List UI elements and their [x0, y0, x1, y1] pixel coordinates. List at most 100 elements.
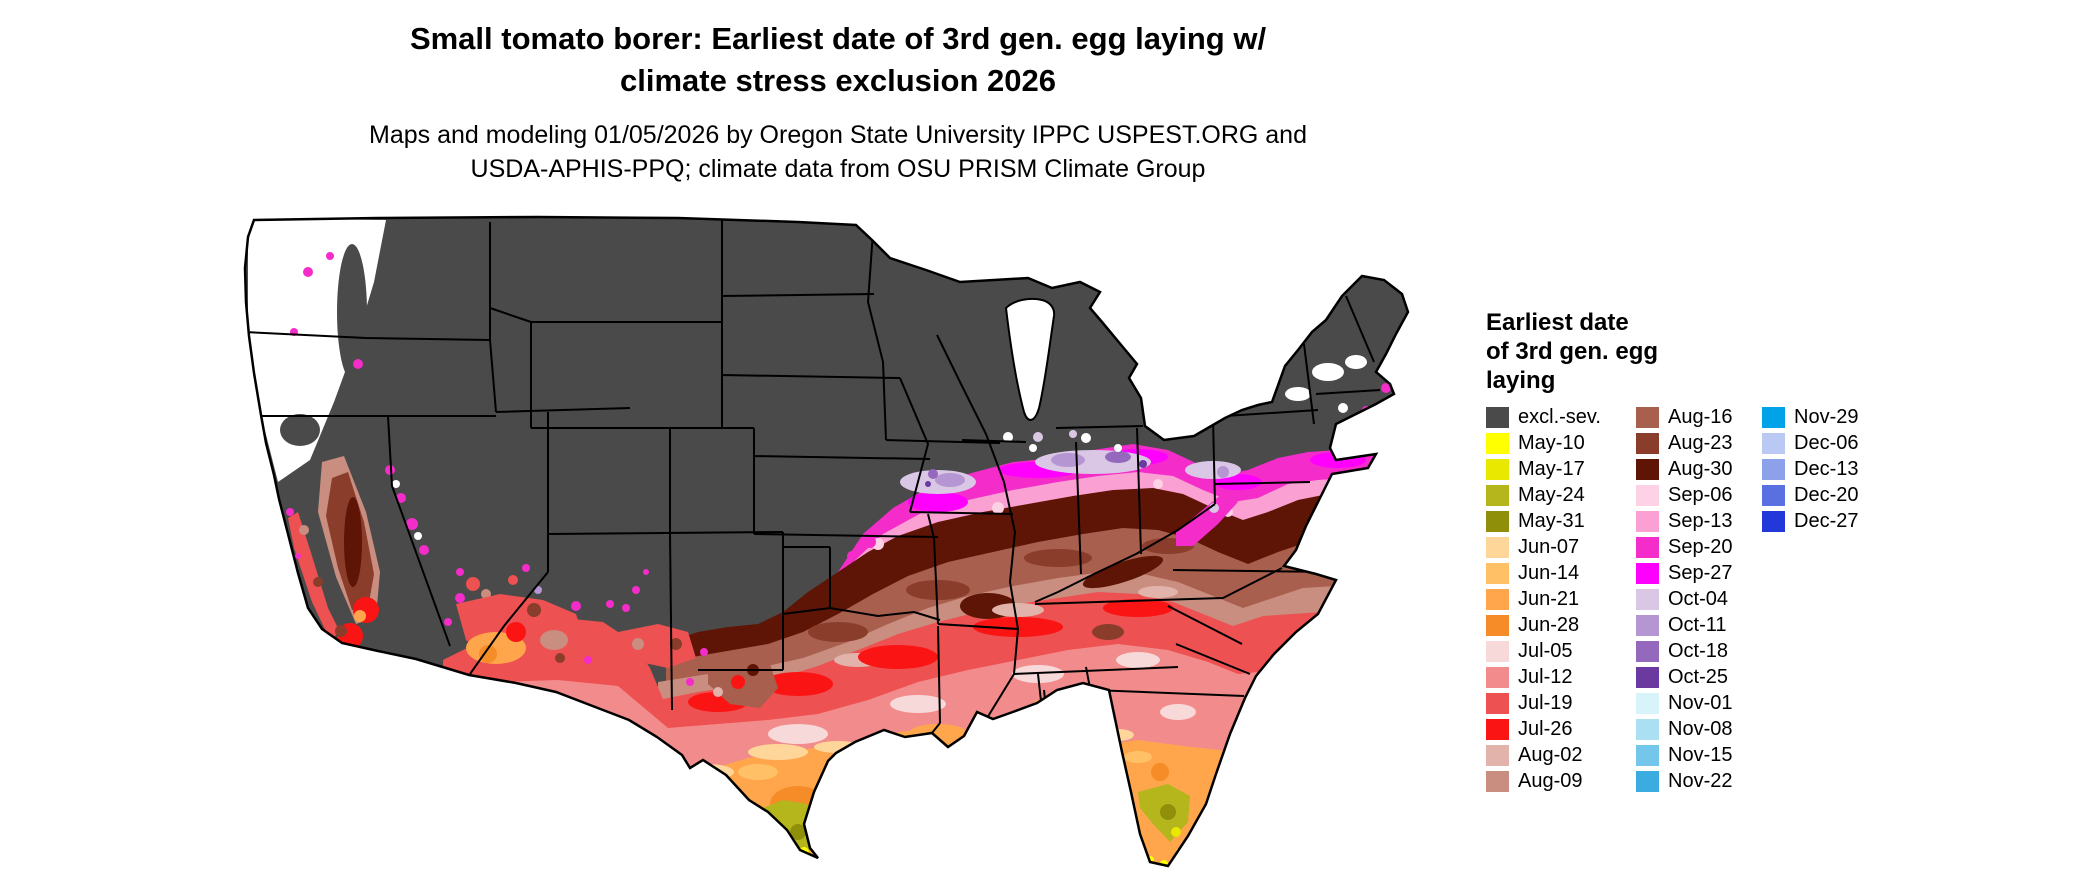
legend-title: Earliest date of 3rd gen. egg laying — [1486, 308, 1658, 395]
legend-entry: Jul-12 — [1486, 664, 1636, 690]
legend-swatch — [1486, 406, 1509, 428]
legend-label: Jun-28 — [1518, 613, 1580, 636]
us-outline — [243, 215, 1410, 868]
subtitle-line-2: USDA-APHIS-PPQ; climate data from OSU PR… — [470, 155, 1206, 183]
legend-label: Nov-22 — [1668, 769, 1733, 792]
legend-title-line-3: laying — [1486, 367, 1556, 394]
legend-entry: May-10 — [1486, 430, 1636, 456]
legend-swatch — [1636, 458, 1659, 480]
legend-column-2: Aug-16 Aug-23 Aug-30 Sep-06 Sep-13 Sep-20 Sep-… — [1636, 404, 1762, 794]
lake-michigan — [1004, 297, 1056, 421]
title-line-2: climate stress exclusion 2026 — [620, 63, 1056, 98]
legend-entry: May-17 — [1486, 456, 1636, 482]
legend-label: Sep-27 — [1668, 561, 1733, 584]
legend-entry: Jul-19 — [1486, 690, 1636, 716]
legend-swatch — [1636, 406, 1659, 428]
legend-swatch — [1762, 432, 1785, 454]
legend-swatch — [1486, 484, 1509, 506]
legend-label: Dec-13 — [1794, 457, 1859, 480]
legend-label: Oct-11 — [1668, 613, 1727, 636]
legend-label: Oct-25 — [1668, 665, 1729, 688]
legend-entry: Oct-25 — [1636, 664, 1762, 690]
legend-swatch — [1486, 744, 1509, 766]
legend-entry: Jun-14 — [1486, 560, 1636, 586]
legend-label: Oct-04 — [1668, 587, 1729, 610]
legend-entry: excl.-sev. — [1486, 404, 1636, 430]
legend-label: Jul-12 — [1518, 665, 1573, 688]
legend-entry: Dec-06 — [1762, 430, 1882, 456]
legend-label: Nov-01 — [1668, 691, 1733, 714]
legend-label: Sep-20 — [1668, 535, 1733, 558]
legend-entry: Jun-07 — [1486, 534, 1636, 560]
legend-swatch — [1486, 666, 1509, 688]
legend-label: Nov-15 — [1668, 743, 1733, 766]
legend-label: Aug-09 — [1518, 769, 1583, 792]
legend-swatch — [1486, 510, 1509, 532]
legend-label: Aug-30 — [1668, 457, 1733, 480]
legend-label: Aug-16 — [1668, 405, 1733, 428]
legend-entry: Nov-01 — [1636, 690, 1762, 716]
legend-swatch — [1486, 588, 1509, 610]
legend-label: Jul-05 — [1518, 639, 1573, 662]
legend-label: Nov-08 — [1668, 717, 1733, 740]
legend-swatch — [1636, 666, 1659, 688]
legend-swatch — [1636, 744, 1659, 766]
legend-swatch — [1636, 536, 1659, 558]
legend-entry: Aug-23 — [1636, 430, 1762, 456]
legend-entry: Nov-15 — [1636, 742, 1762, 768]
legend-swatch — [1636, 484, 1659, 506]
legend-swatch — [1762, 406, 1785, 428]
map-title: Small tomato borer: Earliest date of 3rd… — [238, 18, 1438, 102]
legend-label: Jun-14 — [1518, 561, 1580, 584]
region-earliest-south — [753, 784, 1190, 866]
legend-swatch — [1486, 640, 1509, 662]
legend-swatch — [1636, 562, 1659, 584]
us-map — [238, 212, 1438, 884]
legend-label: May-24 — [1518, 483, 1585, 506]
legend-entry: Oct-18 — [1636, 638, 1762, 664]
legend-swatch — [1636, 614, 1659, 636]
legend-entry: Oct-04 — [1636, 586, 1762, 612]
legend-swatch — [1486, 718, 1509, 740]
legend-label: Dec-06 — [1794, 431, 1859, 454]
legend-swatch — [1762, 484, 1785, 506]
legend-entry: Jul-26 — [1486, 716, 1636, 742]
legend-entry: Dec-27 — [1762, 508, 1882, 534]
legend-label: Jul-26 — [1518, 717, 1573, 740]
legend-label: Sep-13 — [1668, 509, 1733, 532]
legend-label: Oct-18 — [1668, 639, 1729, 662]
legend-entry: Jun-28 — [1486, 612, 1636, 638]
legend-swatch — [1486, 458, 1509, 480]
legend-title-line-1: Earliest date — [1486, 309, 1629, 336]
legend-swatch — [1486, 536, 1509, 558]
legend-swatch — [1762, 458, 1785, 480]
legend-label: May-10 — [1518, 431, 1585, 454]
legend-swatch — [1486, 432, 1509, 454]
legend-entry: Sep-20 — [1636, 534, 1762, 560]
legend-swatch — [1636, 640, 1659, 662]
legend-entry: Dec-13 — [1762, 456, 1882, 482]
legend-column-3: Nov-29 Dec-06 Dec-13 Dec-20 Dec-27 — [1762, 404, 1882, 534]
legend-entry: Oct-11 — [1636, 612, 1762, 638]
legend-swatch — [1636, 588, 1659, 610]
legend-swatch — [1636, 770, 1659, 792]
legend-entry: Nov-29 — [1762, 404, 1882, 430]
legend-entry: Nov-08 — [1636, 716, 1762, 742]
legend-label: Nov-29 — [1794, 405, 1859, 428]
us-map-svg — [243, 215, 1410, 868]
legend-swatch — [1762, 510, 1785, 532]
legend-swatch — [1486, 562, 1509, 584]
legend-label: Aug-23 — [1668, 431, 1733, 454]
legend-title-line-2: of 3rd gen. egg — [1486, 338, 1659, 365]
subtitle-line-1: Maps and modeling 01/05/2026 by Oregon S… — [369, 121, 1307, 149]
legend-entry: Nov-22 — [1636, 768, 1762, 794]
legend-entry: May-31 — [1486, 508, 1636, 534]
legend-entry: Jun-21 — [1486, 586, 1636, 612]
legend-entry: Aug-02 — [1486, 742, 1636, 768]
legend-label: Aug-02 — [1518, 743, 1583, 766]
legend-label: Dec-20 — [1794, 483, 1859, 506]
state-borders — [245, 217, 1381, 734]
legend-label: May-17 — [1518, 457, 1585, 480]
legend-entry: Sep-13 — [1636, 508, 1762, 534]
